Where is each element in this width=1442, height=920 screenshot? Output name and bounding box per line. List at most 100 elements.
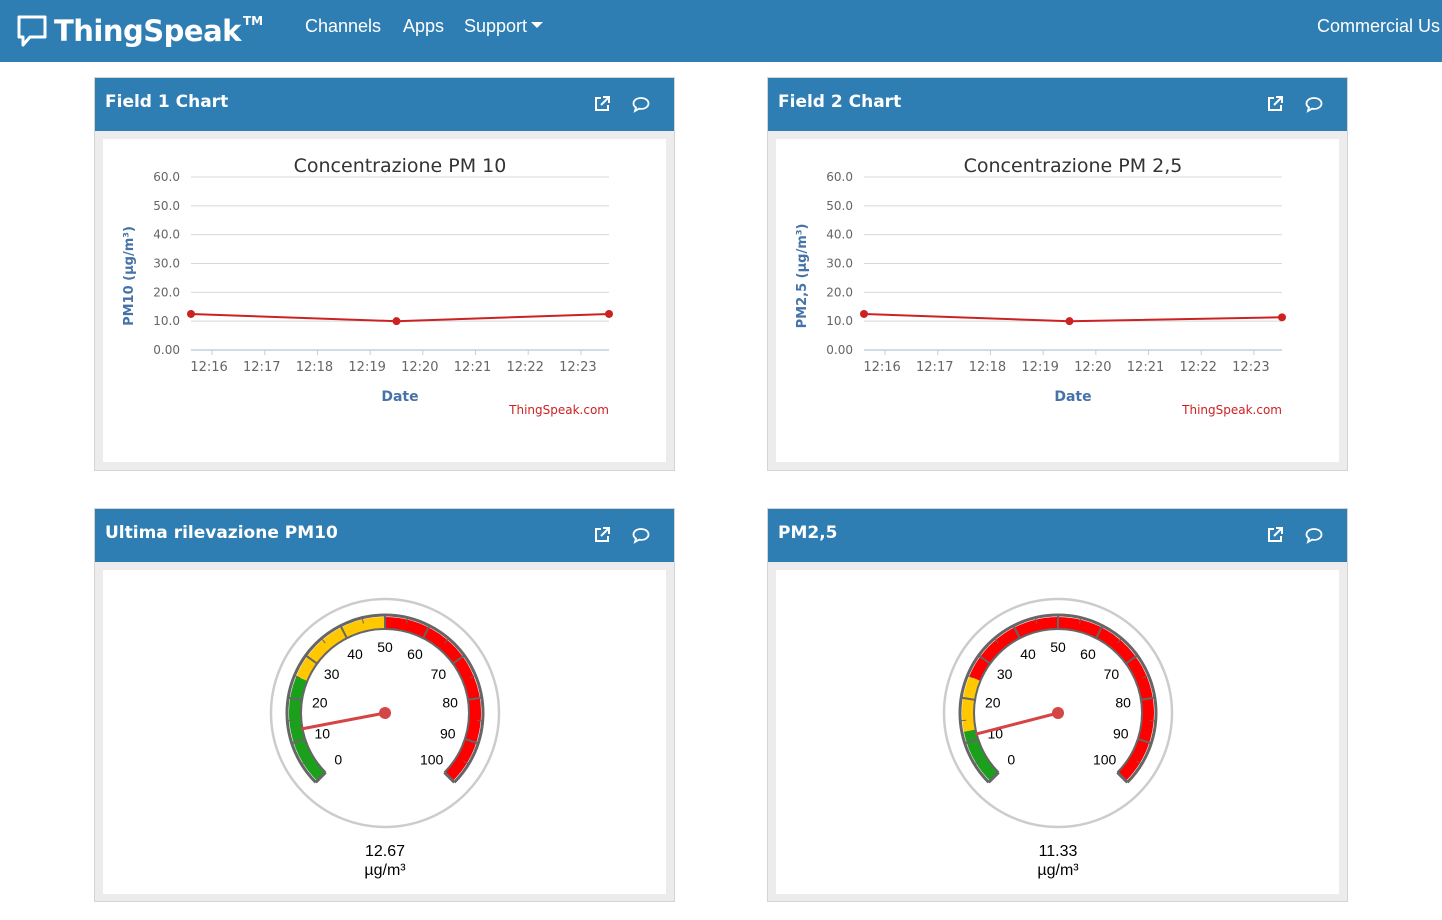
- gauge-tick-label: 40: [1020, 646, 1036, 662]
- pm10-gauge-panel: Ultima rilevazione PM10 0 10 20 30 40 50 60 70 8…: [94, 508, 675, 902]
- external-link-icon[interactable]: [593, 95, 611, 113]
- gauge-minor-tick: [301, 760, 307, 765]
- gauge-tick-label: 0: [334, 752, 342, 768]
- chart-credit[interactable]: ThingSpeak.com: [1181, 403, 1282, 417]
- gauge-major-tick: [314, 771, 327, 784]
- gauge-tick-label: 90: [440, 725, 456, 741]
- gauge-tick-label: 60: [407, 646, 423, 662]
- nav-channels[interactable]: Channels: [305, 16, 382, 36]
- x-tick-label: 12:20: [1074, 360, 1111, 375]
- data-point[interactable]: [1065, 317, 1074, 326]
- gauge-tick-label: 50: [377, 639, 393, 655]
- y-tick-label: 30.0: [826, 257, 853, 271]
- chart-ticks: 0.00 10.0 20.0 30.0 40.0 50.0 60.0 12:16 12:17 12…: [153, 170, 596, 375]
- x-tick-label: 12:18: [296, 360, 333, 375]
- data-point[interactable]: [860, 309, 868, 318]
- gauge-major-tick: [1140, 696, 1155, 701]
- brand-trademark: TM: [242, 14, 264, 28]
- y-tick-label: 0.00: [826, 343, 853, 357]
- gauge-minor-tick: [405, 617, 409, 624]
- pm10-line-chart: 0.00 10.0 20.0 30.0 40.0 50.0 60.0 12:16 12:17 12…: [122, 155, 613, 417]
- gauge-tick-label: 50: [1050, 639, 1066, 655]
- external-link-icon[interactable]: [1266, 526, 1284, 544]
- comment-icon[interactable]: [1305, 95, 1323, 113]
- gauge-tick-label: 20: [985, 695, 1001, 711]
- speech-bubble-icon: [17, 15, 47, 47]
- panel-header: Field 1 Chart: [95, 78, 674, 131]
- y-tick-label: 60.0: [826, 170, 853, 184]
- field2-chart-panel: Field 2 Chart 0.00 10.0 20.0 30.0 40.0 50.0 60…: [767, 77, 1348, 471]
- brand-name: ThingSpeak: [54, 14, 241, 48]
- panel-header: Field 2 Chart: [768, 78, 1347, 131]
- gauge-band: [963, 729, 999, 781]
- gauge-inner-border: [973, 628, 1143, 774]
- y-tick-label: 50.0: [153, 199, 180, 213]
- y-tick-label: 10.0: [153, 314, 180, 328]
- nav-commercial-use[interactable]: Commercial Us: [1317, 16, 1441, 36]
- gauge-value: 12.67: [365, 843, 405, 860]
- gauge-needle: [975, 711, 1060, 736]
- data-point[interactable]: [187, 309, 195, 318]
- gauge-band: [969, 617, 1154, 781]
- gauge-inner-border: [300, 628, 470, 774]
- panel-header: Ultima rilevazione PM10: [95, 509, 674, 562]
- gauge-tick-label: 30: [997, 666, 1013, 682]
- comment-icon[interactable]: [632, 95, 650, 113]
- chart-credit[interactable]: ThingSpeak.com: [508, 403, 609, 417]
- gauge-major-tick: [1012, 625, 1021, 639]
- nav-support[interactable]: Support: [464, 16, 544, 37]
- y-tick-label: 50.0: [826, 199, 853, 213]
- gauge-minor-tick: [469, 675, 476, 679]
- gauge-major-tick: [422, 625, 431, 639]
- gauge-minor-tick: [463, 760, 469, 765]
- data-point[interactable]: [1278, 313, 1286, 322]
- gauge-major-tick: [464, 738, 479, 745]
- gauge-major-tick: [1125, 654, 1138, 665]
- gauge-major-tick: [291, 738, 306, 745]
- gauge-band: [384, 617, 481, 781]
- chart-series: [860, 309, 1286, 326]
- gauge-major-tick: [339, 625, 348, 639]
- pm25-gauge-panel: PM2,5 0 10 20 30 40 50 60 70 80 90 100 11.33 µg/m³: [767, 508, 1348, 902]
- brand-logo[interactable]: ThingSpeak TM: [16, 12, 263, 50]
- y-axis-label: PM10 (µg/m³): [122, 226, 137, 326]
- top-navbar: ThingSpeak TM Channels Apps Support Comm…: [0, 0, 1442, 62]
- nav-apps[interactable]: Apps: [403, 16, 445, 36]
- gauge-major-tick: [288, 696, 303, 701]
- gauge-major-tick: [452, 654, 465, 665]
- gauge-tick-label: 80: [442, 695, 458, 711]
- x-tick-label: 12:19: [348, 360, 385, 375]
- comment-icon[interactable]: [1305, 526, 1323, 544]
- gauge-major-tick: [964, 738, 979, 745]
- data-point[interactable]: [392, 317, 401, 326]
- data-point[interactable]: [605, 309, 613, 318]
- chart-grid: [191, 176, 609, 351]
- gauge-band: [289, 676, 326, 781]
- gauge-units: µg/m³: [364, 862, 406, 879]
- gauge-minor-tick: [993, 638, 999, 644]
- pm10-gauge: 010 20 30 40 50 60 70 80 90 100 12.67 µg/m³: [269, 597, 501, 879]
- gauge-minor-tick: [1034, 617, 1038, 624]
- x-tick-label: 12:16: [190, 360, 227, 375]
- gauge-minor-tick: [974, 760, 980, 765]
- gauge-band: [296, 617, 386, 681]
- gauge-major-tick: [467, 696, 482, 701]
- external-link-icon[interactable]: [1266, 95, 1284, 113]
- gauge-needle-hub: [379, 707, 391, 719]
- gauge-major-tick: [961, 696, 976, 701]
- x-tick-label: 12:23: [1232, 360, 1269, 375]
- comment-icon[interactable]: [632, 526, 650, 544]
- external-link-icon[interactable]: [593, 526, 611, 544]
- x-tick-label: 12:21: [454, 360, 491, 375]
- panel-title: PM2,5: [778, 523, 838, 543]
- x-tick-label: 12:19: [1021, 360, 1058, 375]
- y-tick-label: 20.0: [826, 285, 853, 299]
- gauge-major-tick: [1137, 738, 1152, 745]
- gauge-major-tick: [978, 654, 991, 665]
- x-tick-label: 12:17: [916, 360, 953, 375]
- gauge-major-tick: [1116, 771, 1129, 784]
- x-tick-label: 12:21: [1127, 360, 1164, 375]
- x-tick-label: 12:18: [969, 360, 1006, 375]
- gauge-body: 0 10 20 30 40 50 60 70 80 90 100 12.67 µg/m³: [103, 570, 666, 894]
- gauge-minor-tick: [1142, 675, 1149, 679]
